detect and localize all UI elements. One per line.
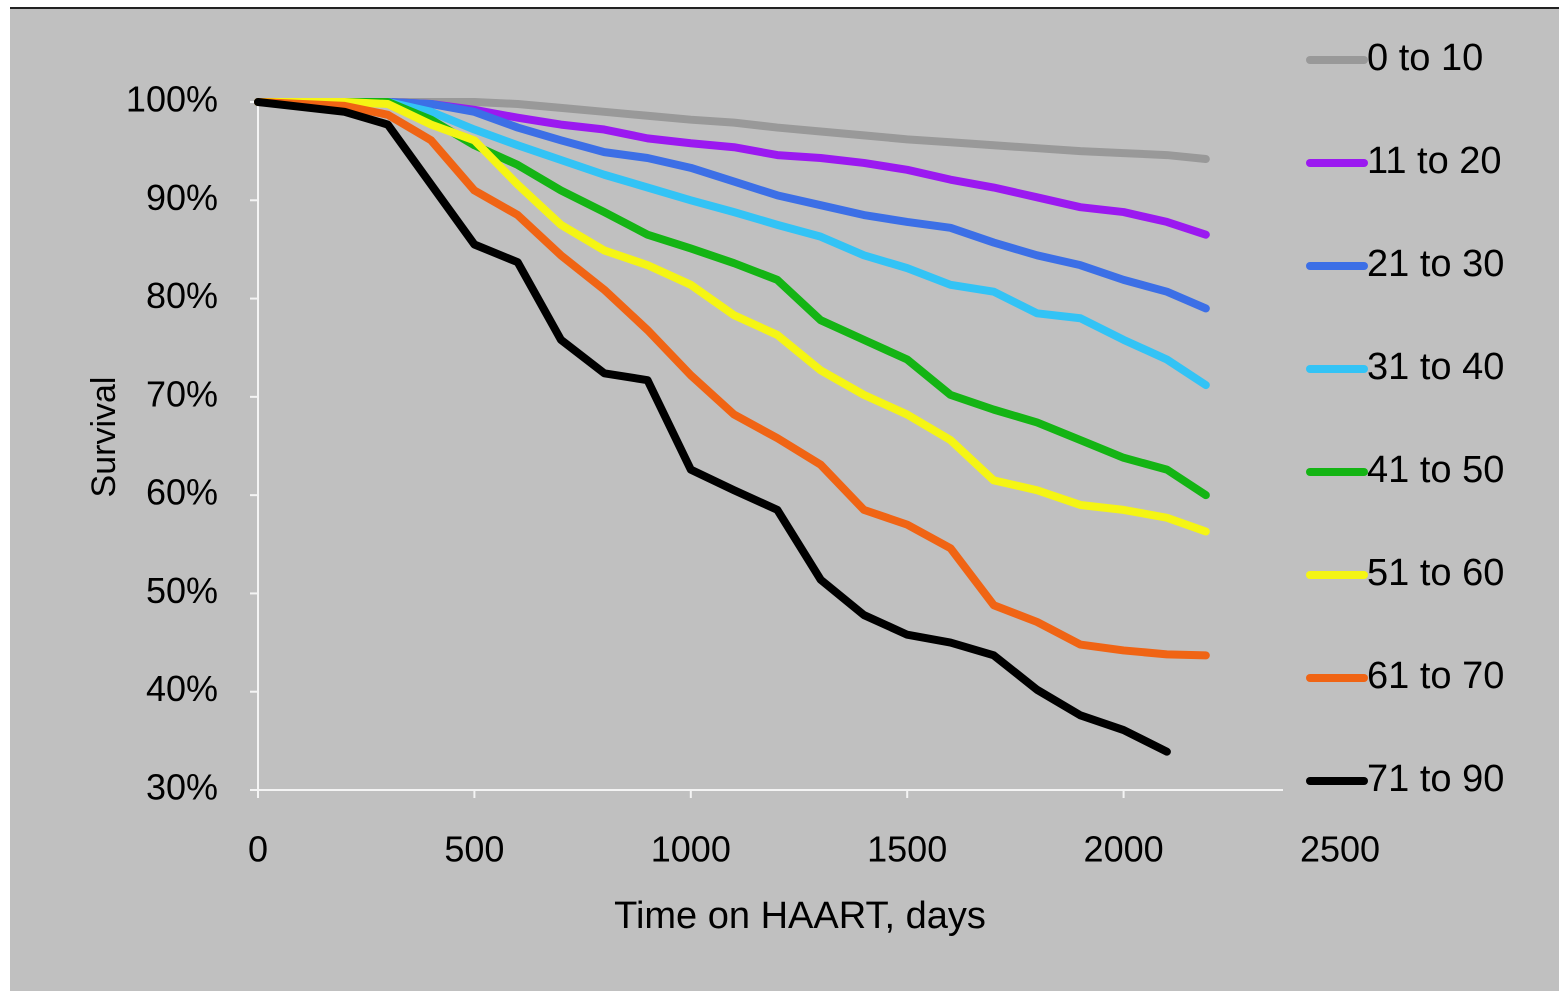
x-tick-label: 2500 [1300, 829, 1380, 870]
y-tick-label: 60% [146, 472, 218, 513]
y-tick-label: 50% [146, 570, 218, 611]
y-tick-label: 40% [146, 668, 218, 709]
legend-label: 11 to 20 [1367, 140, 1502, 182]
y-tick-label: 90% [146, 177, 218, 218]
x-tick-label: 0 [248, 829, 268, 870]
x-tick-label: 2000 [1084, 829, 1164, 870]
series-line [254, 98, 1210, 660]
series-line [254, 98, 1210, 390]
series-line [254, 98, 1210, 313]
legend-label: 51 to 60 [1367, 552, 1504, 594]
series-line [254, 98, 1171, 756]
x-tick-label: 1500 [867, 829, 947, 870]
legend-label: 0 to 10 [1367, 37, 1483, 79]
plot-background [10, 8, 1559, 991]
x-tick-label: 1000 [651, 829, 731, 870]
legend-label: 71 to 90 [1367, 758, 1504, 800]
x-axis-label: Time on HAART, days [614, 895, 986, 937]
legend-label: 61 to 70 [1367, 655, 1504, 697]
y-tick-label: 30% [146, 767, 218, 808]
legend-label: 21 to 30 [1367, 243, 1504, 285]
series-line [254, 98, 1210, 536]
y-tick-label: 80% [146, 275, 218, 316]
y-axis-label: Survival [85, 377, 123, 498]
legend-label: 41 to 50 [1367, 449, 1504, 491]
y-tick-label: 100% [126, 79, 218, 120]
x-tick-label: 500 [444, 829, 504, 870]
legend-label: 31 to 40 [1367, 346, 1504, 388]
y-tick-label: 70% [146, 373, 218, 414]
series-line [254, 98, 1210, 164]
